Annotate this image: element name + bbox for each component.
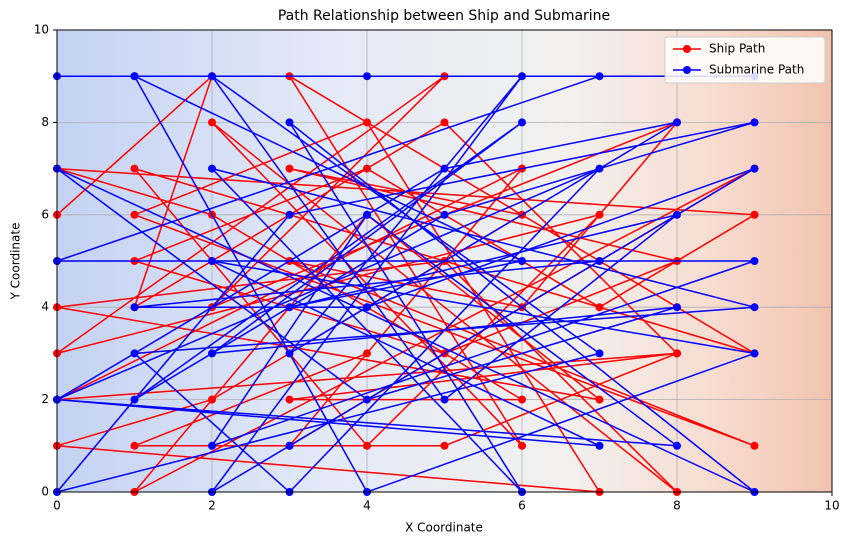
series-point [440, 210, 449, 219]
series-point [595, 395, 604, 404]
x-axis-label: X Coordinate [405, 521, 483, 535]
series-point [673, 349, 681, 358]
series-point [285, 164, 294, 173]
legend-label: Submarine Path [709, 63, 804, 77]
plot-frame [56, 29, 833, 493]
series-point [285, 441, 294, 450]
series-point [595, 257, 604, 265]
series-point [750, 349, 759, 358]
series-point [750, 257, 759, 265]
series-point [130, 72, 139, 81]
series-point [440, 395, 449, 404]
series-point [750, 441, 759, 450]
series-point [363, 349, 371, 358]
series-point [518, 395, 526, 404]
series-point [595, 441, 604, 450]
series-point [363, 441, 371, 450]
series-point [208, 257, 216, 265]
series-point [130, 210, 139, 219]
series-point [363, 303, 371, 312]
series-point [130, 164, 139, 173]
series-point [208, 395, 216, 404]
series-point [518, 72, 526, 81]
series-point [595, 72, 604, 81]
series-point [518, 257, 526, 265]
series-point [673, 441, 681, 450]
y-tick-label: 10 [34, 23, 49, 37]
series-point [595, 210, 604, 219]
series-point [208, 72, 216, 81]
series-point [750, 210, 759, 219]
x-tick-label: 10 [824, 499, 839, 513]
series-point [130, 303, 139, 312]
y-axis-label: Y Coordinate [9, 223, 23, 301]
series-point [363, 164, 371, 173]
y-tick-label: 2 [41, 392, 49, 406]
series-point [130, 441, 139, 450]
series-point [363, 118, 371, 127]
series-point [440, 164, 449, 173]
x-tick-label: 8 [673, 499, 681, 513]
series-point [285, 395, 294, 404]
y-tick-label: 0 [41, 485, 49, 499]
chart-title: Path Relationship between Ship and Subma… [278, 8, 610, 24]
legend-box [664, 36, 826, 84]
series-point [595, 164, 604, 173]
x-tick-label: 6 [518, 499, 526, 513]
series-point [440, 118, 449, 127]
series-point [285, 118, 294, 127]
x-tick-label: 2 [208, 499, 216, 513]
series-point [750, 303, 759, 312]
y-tick-label: 6 [41, 207, 49, 221]
y-tick-label: 4 [41, 300, 49, 314]
legend-marker [683, 66, 691, 74]
series-point [673, 118, 681, 127]
series-point [363, 210, 371, 219]
series-point [673, 210, 681, 219]
legend-label: Ship Path [709, 42, 765, 56]
series-point [208, 349, 216, 358]
series-point [130, 395, 139, 404]
legend-marker [683, 45, 691, 53]
series-point [750, 118, 759, 127]
series-point [285, 349, 294, 358]
series-point [595, 349, 604, 358]
series-point [208, 118, 216, 127]
series-point [285, 303, 294, 312]
series-point [595, 303, 604, 312]
series-point [208, 164, 216, 173]
series-point [518, 118, 526, 127]
series-point [518, 441, 526, 450]
x-tick-label: 0 [53, 499, 61, 513]
series-point [208, 441, 216, 450]
series-point [750, 164, 759, 173]
series-point [363, 72, 371, 81]
series-point [130, 349, 139, 358]
series-point [440, 441, 449, 450]
x-tick-label: 4 [363, 499, 371, 513]
series-point [673, 303, 681, 312]
series-point [363, 395, 371, 404]
y-tick-label: 8 [41, 115, 49, 129]
series-point [285, 210, 294, 219]
